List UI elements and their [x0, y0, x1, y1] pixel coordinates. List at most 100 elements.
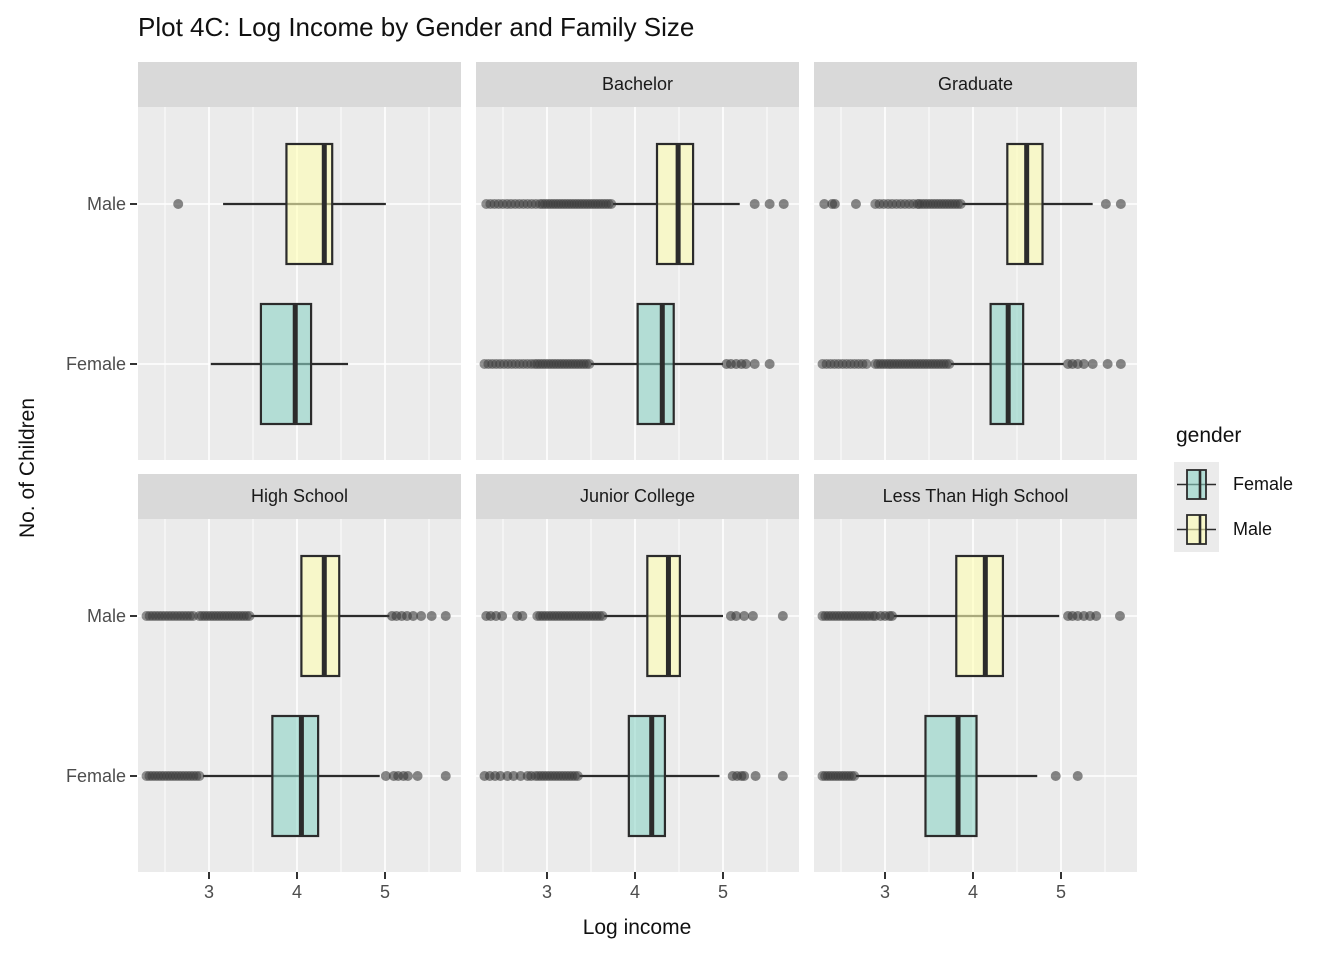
outlier-dot — [526, 771, 537, 781]
outlier-dot — [572, 771, 583, 781]
facet-strip-label: Junior College — [579, 486, 696, 506]
legend-item-label: Male — [1233, 519, 1273, 539]
legend-title: gender — [1176, 424, 1242, 447]
legend-item-female: Female — [1174, 462, 1293, 507]
outlier-dot — [739, 611, 750, 621]
facet-panel — [814, 107, 1137, 460]
outlier-dot — [819, 199, 830, 209]
boxplot-canvas — [476, 107, 799, 460]
outlier-dot — [426, 611, 437, 621]
facet-strip-junior-college: Junior College — [476, 474, 799, 519]
outlier-dot — [497, 611, 508, 621]
boxplot-canvas — [814, 519, 1137, 872]
boxplot-glyph — [1177, 469, 1216, 500]
legend-item-male: Male — [1174, 507, 1293, 552]
outlier-dot — [849, 771, 860, 781]
y-category-label: Female — [65, 354, 126, 374]
y-axis-tick — [130, 615, 137, 617]
outlier-dot — [739, 771, 750, 781]
x-axis-tick — [296, 872, 298, 879]
y-category-label: Female — [65, 766, 126, 786]
facet-strip-blank — [138, 62, 461, 107]
x-axis-tick — [722, 872, 724, 879]
boxplot-canvas — [138, 107, 461, 460]
outlier-dot — [749, 199, 760, 209]
outlier-dot — [944, 359, 955, 369]
outlier-dot — [1050, 771, 1061, 781]
facet-strip-label: Bachelor — [601, 74, 674, 94]
facet-panel — [476, 519, 799, 872]
boxplot-key-icon — [1174, 507, 1219, 552]
outlier-dot — [777, 611, 788, 621]
outlier-dot — [750, 771, 761, 781]
x-axis-title: Log income — [582, 916, 692, 939]
outlier-dot — [584, 359, 595, 369]
x-axis-tick — [884, 872, 886, 879]
facet-strip-graduate: Graduate — [814, 62, 1137, 107]
boxplot-glyph — [1177, 514, 1216, 545]
x-axis-tick — [1060, 872, 1062, 879]
x-tick-label: 3 — [203, 882, 214, 902]
boxplot-canvas — [138, 519, 461, 872]
y-axis-tick — [130, 775, 137, 777]
outlier-dot — [416, 611, 427, 621]
outlier-dot — [515, 771, 526, 781]
outlier-dot — [440, 771, 451, 781]
x-axis-tick — [546, 872, 548, 879]
outlier-dot — [1072, 771, 1083, 781]
x-axis-tick — [384, 872, 386, 879]
facet-strip-high-school: High School — [138, 474, 461, 519]
outlier-dot — [173, 199, 184, 209]
outlier-dot — [955, 199, 966, 209]
x-tick-label: 5 — [717, 882, 728, 902]
facet-strip-label: High School — [250, 486, 349, 506]
x-axis-tick — [634, 872, 636, 879]
outlier-dot — [1102, 359, 1113, 369]
box-male — [646, 554, 681, 678]
box-female — [627, 714, 667, 838]
y-category-label: Male — [86, 194, 126, 214]
outlier-dot — [1114, 611, 1125, 621]
box-male — [300, 554, 341, 678]
outlier-dot — [517, 611, 528, 621]
outlier-dot — [887, 611, 898, 621]
outlier-dot — [244, 611, 255, 621]
x-tick-label: 3 — [541, 882, 552, 902]
boxplot-canvas — [476, 519, 799, 872]
box-male — [655, 142, 695, 266]
outlier-dot — [495, 771, 506, 781]
outlier-dot — [1115, 359, 1126, 369]
outlier-dot — [380, 771, 391, 781]
outlier-dot — [412, 771, 423, 781]
outlier-dot — [1115, 199, 1126, 209]
chart-title: Plot 4C: Log Income by Gender and Family… — [138, 12, 695, 42]
box-female — [259, 302, 313, 426]
x-tick-label: 5 — [1055, 882, 1066, 902]
facet-strip-label: Less Than High School — [882, 486, 1069, 506]
facet-panel — [814, 519, 1137, 872]
facet-panel — [138, 107, 461, 460]
x-tick-label: 3 — [879, 882, 890, 902]
outlier-dot — [764, 199, 775, 209]
glyph-box — [1186, 514, 1207, 545]
box-female — [271, 714, 320, 838]
x-tick-label: 4 — [629, 882, 640, 902]
legend: gender Female Male — [1174, 424, 1293, 552]
facet-strip-less-than-high-school: Less Than High School — [814, 474, 1137, 519]
outlier-dot — [1078, 359, 1089, 369]
outlier-dot — [777, 771, 788, 781]
outlier-dot — [597, 611, 608, 621]
y-axis-title: No. of Children — [16, 397, 39, 539]
facet-panel — [476, 107, 799, 460]
glyph-box — [1186, 469, 1207, 500]
outlier-dot — [861, 359, 872, 369]
outlier-dot — [1087, 359, 1098, 369]
outlier-dot — [747, 611, 758, 621]
facet-panel — [138, 519, 461, 872]
x-axis-tick — [208, 872, 210, 879]
x-tick-label: 4 — [291, 882, 302, 902]
facet-strip-label: Graduate — [937, 74, 1014, 94]
x-axis-tick — [972, 872, 974, 879]
outlier-dot — [764, 359, 775, 369]
